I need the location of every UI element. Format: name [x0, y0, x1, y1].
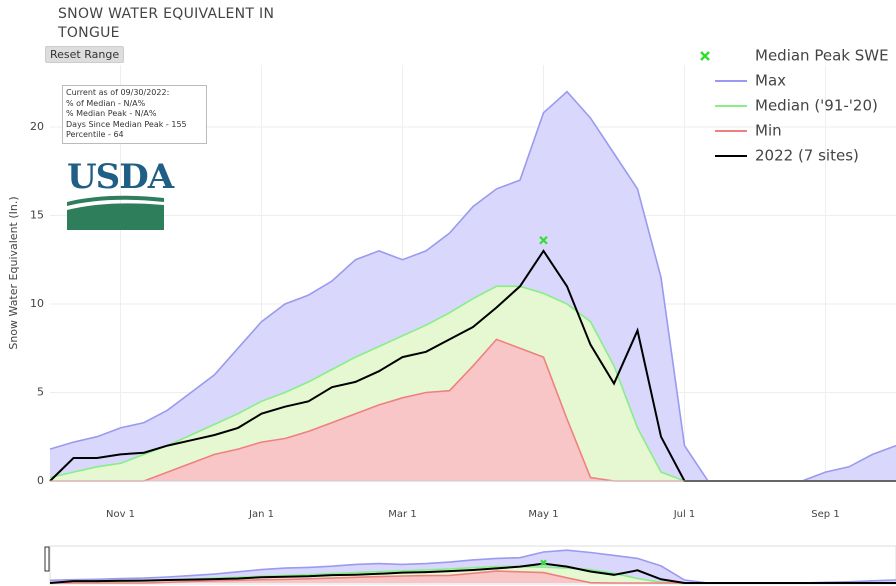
- x-tick-label: Jul 1: [673, 509, 696, 520]
- legend-label: Median ('91-'20): [755, 97, 878, 115]
- x-tick-label: Nov 1: [106, 509, 135, 520]
- y-tick-label: 0: [37, 474, 44, 487]
- median-peak-marker: [539, 235, 548, 245]
- range-handle[interactable]: [44, 546, 50, 572]
- chart-title: SNOW WATER EQUIVALENT IN TONGUE: [58, 6, 275, 41]
- x-tick-label: Sep 1: [811, 509, 839, 520]
- reset-range-button[interactable]: Reset Range: [45, 46, 125, 63]
- info-box: Current as of 09/30/2022: % of Median - …: [62, 85, 207, 144]
- info-line: Current as of 09/30/2022:: [66, 88, 170, 97]
- legend-marker: [700, 51, 710, 61]
- area: [50, 550, 896, 583]
- legend-label: Min: [755, 122, 782, 140]
- mini-line: [49, 562, 896, 584]
- area: [50, 339, 896, 481]
- info-line: % Median Peak - N/A%: [66, 109, 157, 118]
- legend-label: Median Peak SWE: [755, 47, 889, 65]
- x-tick-label: Mar 1: [388, 509, 416, 520]
- logo-text: USDA: [67, 157, 174, 197]
- area: [50, 91, 896, 481]
- x-tick-label: Jan 1: [248, 509, 274, 520]
- legend-label: Max: [755, 72, 786, 90]
- y-tick-label: 5: [37, 385, 44, 398]
- legend-label: 2022 (7 sites): [755, 147, 859, 165]
- median-peak-marker: [540, 559, 547, 567]
- y-tick-label: 10: [30, 297, 44, 310]
- y-tick-label: 20: [30, 120, 44, 133]
- x-tick-label: May 1: [528, 509, 558, 520]
- y-tick-label: 15: [30, 208, 44, 221]
- logo-waves: [67, 195, 164, 230]
- info-line: Days Since Median Peak - 155: [66, 119, 187, 129]
- y-axis-label: Snow Water Equivalent (In.): [7, 196, 20, 349]
- usda-logo: USDA: [67, 157, 174, 230]
- info-line: % of Median - N/A%: [66, 98, 146, 108]
- info-line: Percentile - 64: [66, 130, 124, 139]
